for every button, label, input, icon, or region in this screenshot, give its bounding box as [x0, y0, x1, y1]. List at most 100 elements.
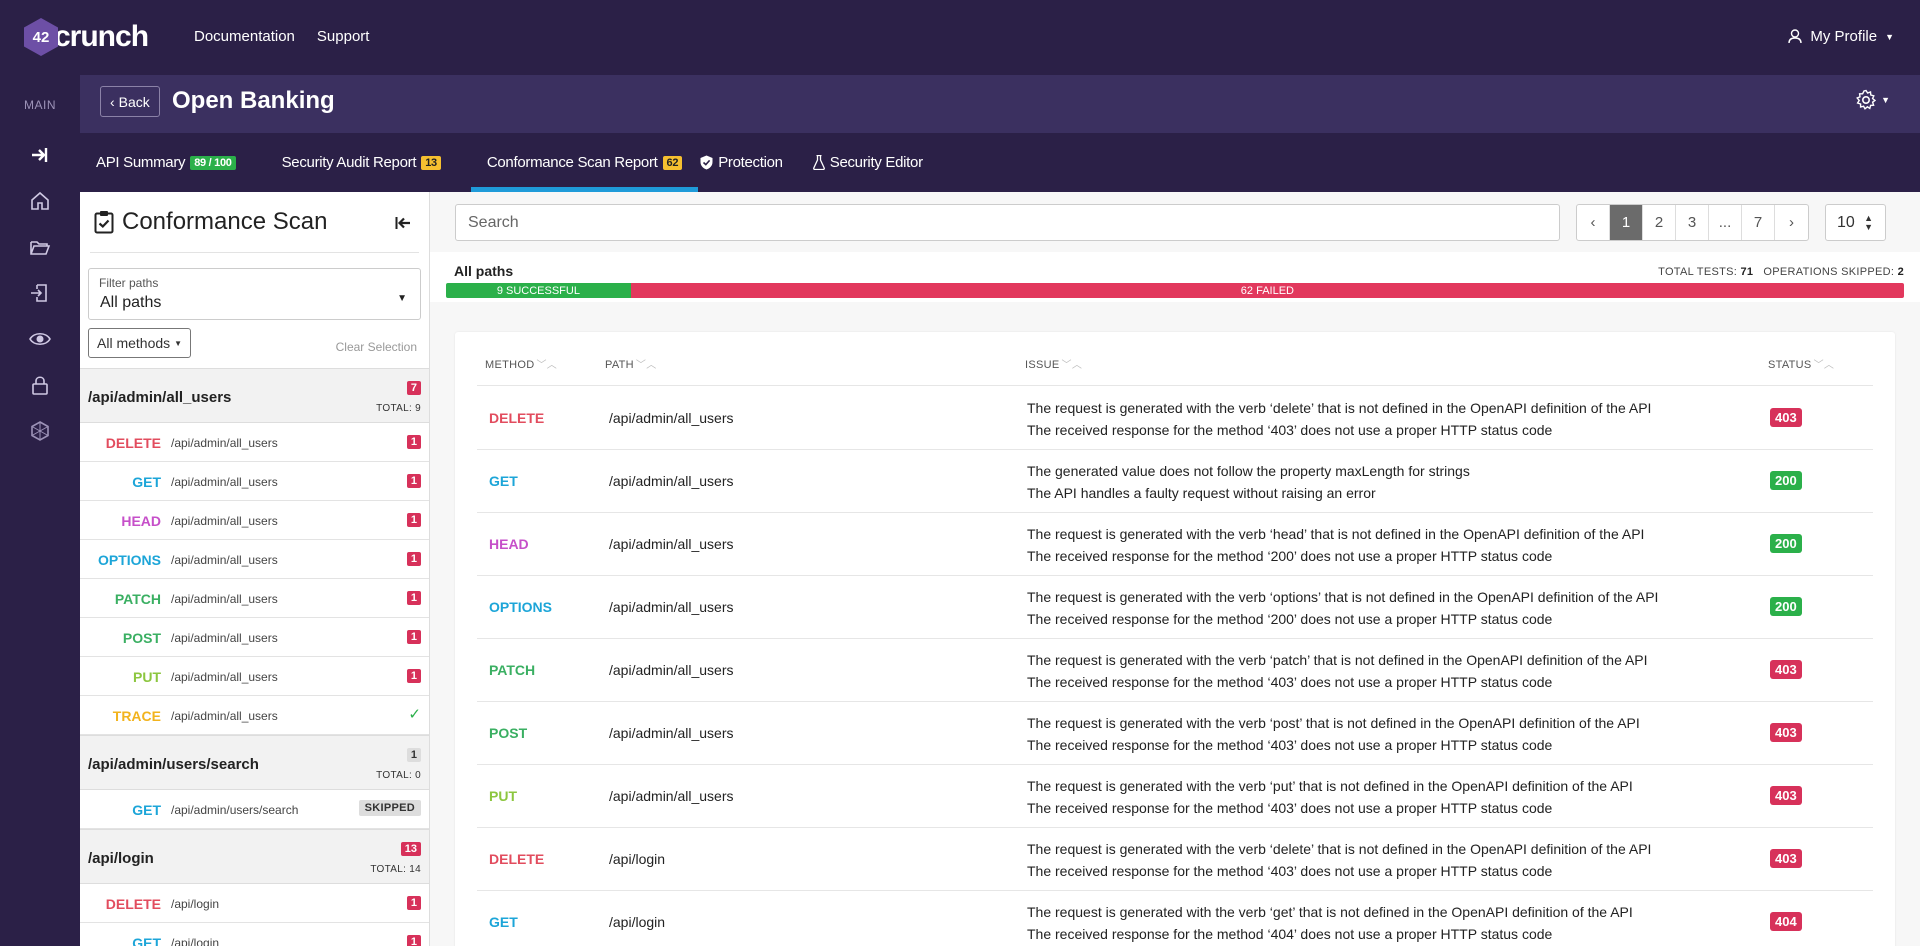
status-badge: 200 [1770, 597, 1802, 616]
logo[interactable]: 42 crunch [24, 18, 149, 56]
table-row[interactable]: OPTIONS /api/admin/all_users The request… [477, 576, 1873, 639]
table-row[interactable]: DELETE /api/login The request is generat… [477, 828, 1873, 891]
column-header-path[interactable]: PATH ﹀︿ [605, 356, 657, 371]
search-placeholder: Search [468, 214, 519, 231]
operation-item[interactable]: PATCH /api/admin/all_users 1 [80, 579, 429, 618]
tab-security-audit-report[interactable]: Security Audit Report 13 [266, 133, 457, 192]
report-tabs: API Summary 89 / 100 Security Audit Repo… [80, 133, 1920, 192]
operation-item[interactable]: TRACE /api/admin/all_users ✓ [80, 696, 429, 735]
op-path: /api/admin/all_users [171, 709, 278, 723]
pagination-page[interactable]: 7 [1742, 205, 1775, 240]
conformance-sidebar: Conformance Scan Filter paths All paths … [80, 192, 430, 946]
row-method: POST [489, 725, 528, 741]
operation-item[interactable]: PUT /api/admin/all_users 1 [80, 657, 429, 696]
column-header-status[interactable]: STATUS ﹀︿ [1768, 356, 1834, 371]
top-navbar: 42 crunch Documentation Support My Profi… [0, 0, 1920, 75]
group-path: /api/admin/users/search [88, 756, 259, 773]
operation-item[interactable]: GET /api/login 1 [80, 923, 429, 946]
filter-paths-select[interactable]: Filter paths All paths ▼ [88, 268, 421, 320]
rail-section-label: MAIN [24, 98, 56, 112]
page-header: ‹ Back Open Banking ▼ [80, 75, 1920, 133]
import-icon[interactable] [26, 279, 54, 307]
table-row[interactable]: GET /api/login The request is generated … [477, 891, 1873, 946]
row-issue: The generated value does not follow the … [1027, 460, 1470, 504]
table-row[interactable]: PATCH /api/admin/all_users The request i… [477, 639, 1873, 702]
lock-icon[interactable] [26, 371, 54, 399]
pagination-next-icon[interactable]: › [1789, 214, 1794, 231]
back-button[interactable]: ‹ Back [100, 86, 160, 117]
path-group[interactable]: /api/login 13 TOTAL: 14 [80, 829, 429, 884]
top-nav: Documentation Support [194, 28, 369, 45]
op-method: GET [132, 935, 161, 946]
tab-conformance-scan-report[interactable]: Conformance Scan Report 62 [470, 133, 699, 192]
sign-in-icon[interactable] [26, 141, 54, 169]
operation-item[interactable]: DELETE /api/admin/all_users 1 [80, 423, 429, 462]
total-tests-value: 71 [1740, 266, 1754, 278]
eye-icon[interactable] [26, 325, 54, 353]
path-group[interactable]: /api/admin/users/search 1 TOTAL: 0 [80, 735, 429, 790]
column-header-method[interactable]: METHOD ﹀︿ [485, 356, 557, 371]
path-group[interactable]: /api/admin/all_users 7 TOTAL: 9 [80, 368, 429, 423]
folder-open-icon[interactable] [26, 233, 54, 261]
operation-item[interactable]: GET /api/admin/users/search SKIPPED [80, 790, 429, 829]
page-title: Open Banking [172, 87, 335, 114]
table-row[interactable]: DELETE /api/admin/all_users The request … [477, 387, 1873, 450]
table-row[interactable]: PUT /api/admin/all_users The request is … [477, 765, 1873, 828]
issue-line: The request is generated with the verb ‘… [1027, 715, 1640, 731]
collapse-panel-icon[interactable] [395, 216, 411, 235]
issue-line: The request is generated with the verb ‘… [1027, 841, 1652, 857]
tab-label: Security Editor [829, 154, 923, 171]
profile-menu[interactable]: My Profile ▼ [1788, 28, 1894, 45]
operation-item[interactable]: OPTIONS /api/admin/all_users 1 [80, 540, 429, 579]
panel-title: Conformance Scan [94, 208, 327, 236]
tab-api-summary[interactable]: API Summary 89 / 100 [80, 133, 252, 192]
flask-icon [812, 155, 825, 170]
row-issue: The request is generated with the verb ‘… [1027, 775, 1633, 819]
operation-item[interactable]: GET /api/admin/all_users 1 [80, 462, 429, 501]
failed-count-badge: 1 [406, 630, 421, 644]
header-label: ISSUE [1025, 359, 1060, 371]
tab-label: Security Audit Report [281, 154, 417, 171]
op-method: HEAD [121, 513, 161, 529]
column-header-issue[interactable]: ISSUE ﹀︿ [1025, 356, 1082, 371]
logo-hexagon-icon: 42 [24, 18, 58, 56]
op-path: /api/admin/all_users [171, 553, 278, 567]
operation-item[interactable]: DELETE /api/login 1 [80, 884, 429, 923]
issue-line: The generated value does not follow the … [1027, 463, 1470, 479]
table-row[interactable]: HEAD /api/admin/all_users The request is… [477, 513, 1873, 576]
issue-line: The request is generated with the verb ‘… [1027, 904, 1633, 920]
row-path: /api/admin/all_users [609, 536, 734, 552]
pagination-prev-icon[interactable]: ‹ [1577, 205, 1610, 240]
search-input[interactable]: Search [455, 204, 1560, 241]
op-method: DELETE [105, 896, 161, 912]
row-path: /api/admin/all_users [609, 599, 734, 615]
row-path: /api/login [609, 914, 666, 930]
issue-line: The received response for the method ‘20… [1027, 548, 1553, 564]
count-badge: 1 [406, 748, 421, 762]
operation-item[interactable]: HEAD /api/admin/all_users 1 [80, 501, 429, 540]
hexagon-icon[interactable] [26, 417, 54, 445]
settings-menu[interactable]: ▼ [1855, 89, 1890, 111]
pagination-page[interactable]: 2 [1643, 205, 1676, 240]
operation-item[interactable]: POST /api/admin/all_users 1 [80, 618, 429, 657]
caret-down-icon: ▼ [174, 338, 183, 348]
nav-link-support[interactable]: Support [316, 28, 370, 45]
caret-down-icon: ▼ [397, 293, 407, 304]
table-row[interactable]: GET /api/admin/all_users The generated v… [477, 450, 1873, 513]
issue-line: The received response for the method ‘40… [1027, 737, 1553, 753]
failed-count-badge: 1 [406, 935, 421, 946]
home-icon[interactable] [26, 187, 54, 215]
clear-selection-link[interactable]: Clear Selection [335, 340, 417, 354]
pagination-page[interactable]: 1 [1610, 205, 1643, 240]
nav-link-documentation[interactable]: Documentation [194, 28, 295, 45]
all-methods-dropdown[interactable]: All methods ▼ [88, 328, 192, 358]
op-path: /api/login [171, 897, 220, 911]
tab-security-editor[interactable]: Security Editor [799, 133, 939, 192]
pagination-page[interactable]: 3 [1676, 205, 1709, 240]
op-path: /api/admin/all_users [171, 670, 278, 684]
table-row[interactable]: POST /api/admin/all_users The request is… [477, 702, 1873, 765]
sort-icon: ﹀︿ [635, 360, 657, 371]
status-badge: 200 [1770, 534, 1802, 553]
tab-protection[interactable]: Protection [698, 133, 799, 192]
page-size-select[interactable]: 10 ▲ ▼ [1825, 204, 1886, 241]
